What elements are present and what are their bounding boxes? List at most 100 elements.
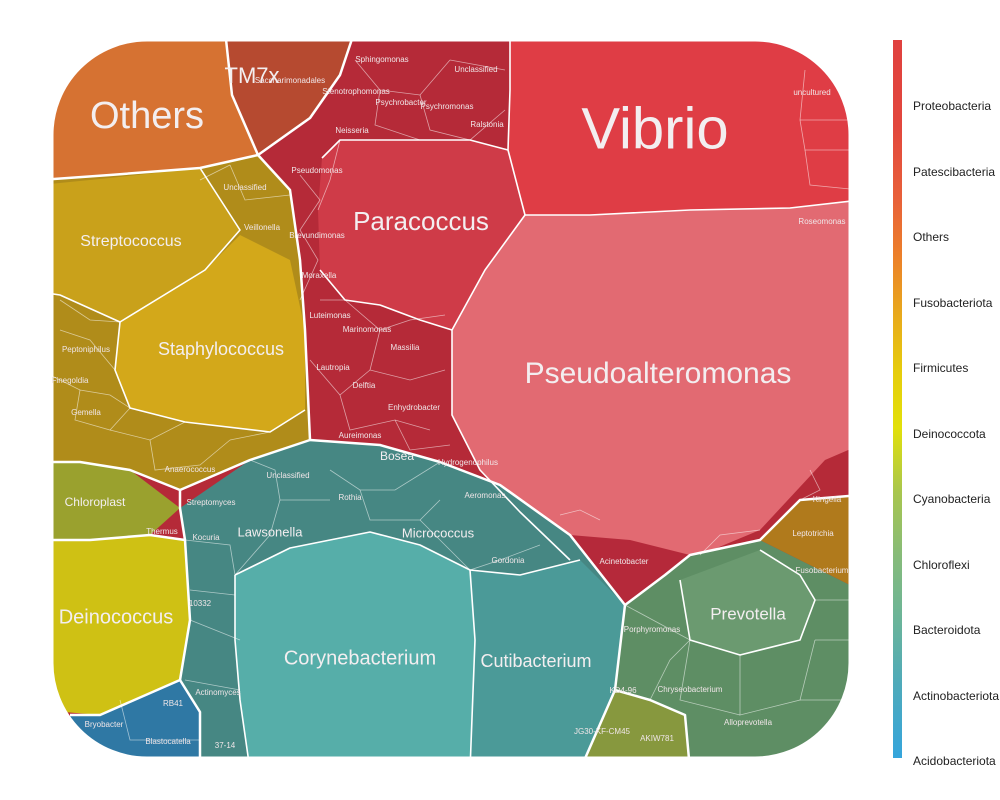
legend-item-chloroflexi: Chloroflexi xyxy=(913,558,970,572)
svg-text:Lautropia: Lautropia xyxy=(316,363,350,372)
legend-item-cyanobacteria: Cyanobacteria xyxy=(913,492,991,506)
svg-text:Unclassified: Unclassified xyxy=(266,471,309,480)
svg-text:Enhydrobacter: Enhydrobacter xyxy=(388,403,440,412)
svg-text:Porphyromonas: Porphyromonas xyxy=(624,625,680,634)
svg-text:Psychrobacter: Psychrobacter xyxy=(375,98,426,107)
genus-label-bosea: Bosea xyxy=(380,449,414,463)
svg-text:Alloprevotella: Alloprevotella xyxy=(724,718,773,727)
svg-text:Stenotrophomonas: Stenotrophomonas xyxy=(322,87,390,96)
cell-acinetobacter[interactable] xyxy=(570,535,690,605)
genus-label-prevotella: Prevotella xyxy=(710,604,786,623)
svg-text:Streptomyces: Streptomyces xyxy=(187,498,236,507)
svg-text:Hydrogenophilus: Hydrogenophilus xyxy=(438,458,498,467)
cell-paracoccus[interactable] xyxy=(318,140,525,330)
svg-text:Aeromonas: Aeromonas xyxy=(465,491,506,500)
svg-text:KD4-96: KD4-96 xyxy=(609,686,637,695)
svg-text:Leptotrichia: Leptotrichia xyxy=(792,529,834,538)
svg-text:Pseudomonas: Pseudomonas xyxy=(291,166,342,175)
cell-fusobacteriota[interactable] xyxy=(760,495,860,590)
svg-text:Neisseria: Neisseria xyxy=(335,126,369,135)
svg-text:Peptoniphilus: Peptoniphilus xyxy=(62,345,110,354)
svg-text:Psychromonas: Psychromonas xyxy=(421,102,474,111)
cell-cutibacterium[interactable] xyxy=(470,560,625,770)
cell-chloroplast[interactable] xyxy=(40,462,180,540)
svg-text:10332: 10332 xyxy=(189,599,212,608)
minor-labels: Sphingomonas Unclassified Stenotrophomon… xyxy=(52,55,849,750)
legend: Proteobacteria Patescibacteria Others Fusob… xyxy=(893,40,999,768)
svg-text:Delftia: Delftia xyxy=(353,381,376,390)
genus-boundaries xyxy=(52,40,850,758)
genus-label-pseudoalteromonas: Pseudoalteromonas xyxy=(525,357,792,390)
genus-label-micrococcus: Micrococcus xyxy=(402,525,475,540)
legend-colorbar xyxy=(893,40,902,758)
cell-streptococcus[interactable] xyxy=(40,168,240,322)
svg-text:Blastocatella: Blastocatella xyxy=(145,737,191,746)
svg-text:Aureimonas: Aureimonas xyxy=(339,431,382,440)
genus-label-streptococcus: Streptococcus xyxy=(80,233,181,250)
genus-label-staphylococcus: Staphylococcus xyxy=(158,339,284,359)
svg-text:Brevundimonas: Brevundimonas xyxy=(289,231,345,240)
cell-others[interactable] xyxy=(40,30,258,180)
svg-text:Veillonella: Veillonella xyxy=(244,223,281,232)
legend-item-fusobacteriota: Fusobacteriota xyxy=(913,296,993,310)
svg-text:Moraxella: Moraxella xyxy=(302,271,337,280)
cell-boundaries-fine xyxy=(52,59,850,741)
svg-text:uncultured: uncultured xyxy=(793,88,830,97)
svg-text:Kocuria: Kocuria xyxy=(192,533,220,542)
genus-label-corynebacterium: Corynebacterium xyxy=(284,647,436,669)
svg-text:Actinomyces: Actinomyces xyxy=(195,688,240,697)
svg-text:Chryseobacterium: Chryseobacterium xyxy=(658,685,723,694)
legend-item-firmicutes: Firmicutes xyxy=(913,361,968,375)
svg-text:AKIW781: AKIW781 xyxy=(640,734,674,743)
genus-labels: Vibrio Pseudoalteromonas Paracoccus Coryneb… xyxy=(59,63,792,671)
legend-item-acidobacteriota: Acidobacteriota xyxy=(913,754,996,768)
svg-text:Massilia: Massilia xyxy=(391,343,420,352)
cell-vibrio[interactable] xyxy=(508,30,860,215)
svg-text:RB41: RB41 xyxy=(163,699,184,708)
svg-text:Ralstonia: Ralstonia xyxy=(470,120,504,129)
legend-item-bacteroidota: Bacteroidota xyxy=(913,623,981,637)
svg-text:Thermus: Thermus xyxy=(146,527,178,536)
genus-label-lawsonella: Lawsonella xyxy=(237,524,303,539)
svg-text:Acinetobacter: Acinetobacter xyxy=(600,557,649,566)
svg-text:Unclassified: Unclassified xyxy=(223,183,266,192)
legend-item-proteobacteria: Proteobacteria xyxy=(913,99,991,113)
cell-corynebacterium[interactable] xyxy=(235,532,475,770)
legend-item-patescibacteria: Patescibacteria xyxy=(913,165,995,179)
svg-text:Luteimonas: Luteimonas xyxy=(309,311,350,320)
svg-text:Gordonia: Gordonia xyxy=(492,556,525,565)
svg-text:Anaerococcus: Anaerococcus xyxy=(165,465,216,474)
svg-text:Bryobacter: Bryobacter xyxy=(85,720,124,729)
genus-label-cutibacterium: Cutibacterium xyxy=(480,651,591,671)
treemap-frame xyxy=(50,38,852,760)
svg-text:Kingella: Kingella xyxy=(813,495,842,504)
genus-label-vibrio: Vibrio xyxy=(581,96,728,161)
treemap-cells xyxy=(40,30,860,770)
genus-label-tm7x: TM7x xyxy=(225,63,280,88)
svg-text:Rothia: Rothia xyxy=(338,493,362,502)
svg-text:JG30-KF-CM45: JG30-KF-CM45 xyxy=(574,727,631,736)
genus-label-paracoccus: Paracoccus xyxy=(353,206,489,236)
genus-label-chloroplast: Chloroplast xyxy=(65,495,126,509)
svg-text:Marinomonas: Marinomonas xyxy=(343,325,391,334)
svg-text:Sphingomonas: Sphingomonas xyxy=(355,55,408,64)
legend-item-actinobacteriota: Actinobacteriota xyxy=(913,689,999,703)
svg-text:Unclassified: Unclassified xyxy=(454,65,497,74)
svg-text:Saccharimonadales: Saccharimonadales xyxy=(255,76,325,85)
svg-text:Finegoldia: Finegoldia xyxy=(52,376,89,385)
legend-item-others: Others xyxy=(913,230,949,244)
legend-item-deinococcota: Deinococcota xyxy=(913,427,986,441)
cell-deinococcus[interactable] xyxy=(40,535,190,715)
genus-label-others: Others xyxy=(90,95,204,137)
cell-pseudoalteromonas[interactable] xyxy=(452,200,860,560)
phylum-boundaries xyxy=(52,40,850,758)
svg-text:Fusobacterium: Fusobacterium xyxy=(796,566,849,575)
svg-text:37-14: 37-14 xyxy=(215,741,236,750)
svg-text:Roseomonas: Roseomonas xyxy=(798,217,845,226)
cell-staphylococcus[interactable] xyxy=(115,235,305,432)
cell-prevotella[interactable] xyxy=(680,550,815,655)
cell-tm7x[interactable] xyxy=(225,30,355,155)
svg-text:Gemella: Gemella xyxy=(71,408,101,417)
genus-label-deinococcus: Deinococcus xyxy=(59,606,174,628)
